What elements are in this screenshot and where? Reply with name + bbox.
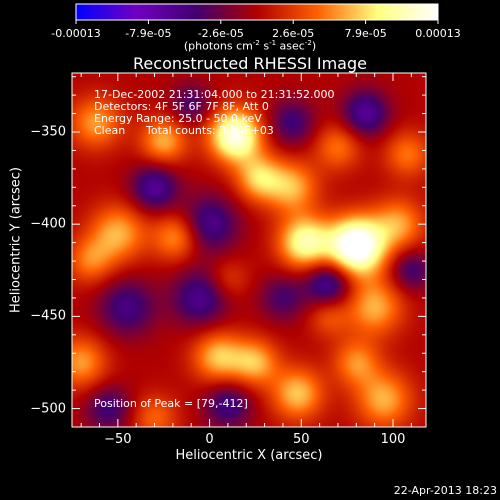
y-axis-label: Heliocentric Y (arcsec) [8, 167, 24, 313]
colorbar-tick-label: 7.9e-05 [344, 27, 387, 40]
footer-timestamp: 22-Apr-2013 18:23 [393, 484, 497, 497]
x-axis-label: Heliocentric X (arcsec) [175, 448, 323, 463]
axis-ticks [72, 73, 426, 428]
annotation-total-counts: Total counts: 3.84E+03 [146, 124, 274, 137]
y-tick-label: −500 [30, 401, 66, 417]
heatmap-image [72, 73, 426, 427]
chart-title: Reconstructed RHESSI Image [133, 54, 367, 73]
colorbar-tick-label: 0.00013 [415, 27, 461, 40]
x-tick-label: 50 [292, 432, 310, 447]
colorbar [75, 3, 439, 21]
annotation-energy: Energy Range: 25.0 - 50.0 keV [94, 112, 262, 125]
y-tick-label: −400 [30, 216, 66, 232]
colorbar-units: (photons cm-2 s-1 asec-2) [183, 39, 317, 53]
colorbar-tick-label: 2.6e-05 [272, 27, 315, 40]
plot-frame [71, 72, 427, 428]
annotation-peak: Position of Peak = [79,-412] [94, 397, 248, 410]
y-tick-label: −350 [30, 124, 66, 140]
x-tick-label: −50 [104, 432, 132, 447]
colorbar-ticks [75, 20, 439, 24]
x-tick-label: 100 [380, 432, 406, 447]
colorbar-tick-label: -7.9e-05 [125, 27, 172, 40]
colorbar-tick-label: -0.00013 [51, 27, 101, 40]
colorbar-tick-label: -2.6e-05 [197, 27, 244, 40]
annotation-detectors: Detectors: 4F 5F 6F 7F 8F, Att 0 [94, 100, 269, 113]
y-tick-label: −450 [30, 308, 66, 324]
x-tick-label: 0 [205, 432, 214, 447]
annotation-clean: Clean [94, 124, 126, 137]
annotation-time-range: 17-Dec-2002 21:31:04.000 to 21:31:52.000 [94, 88, 335, 101]
